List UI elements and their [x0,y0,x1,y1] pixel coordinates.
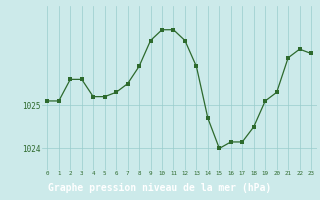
Text: Graphe pression niveau de la mer (hPa): Graphe pression niveau de la mer (hPa) [48,183,272,193]
